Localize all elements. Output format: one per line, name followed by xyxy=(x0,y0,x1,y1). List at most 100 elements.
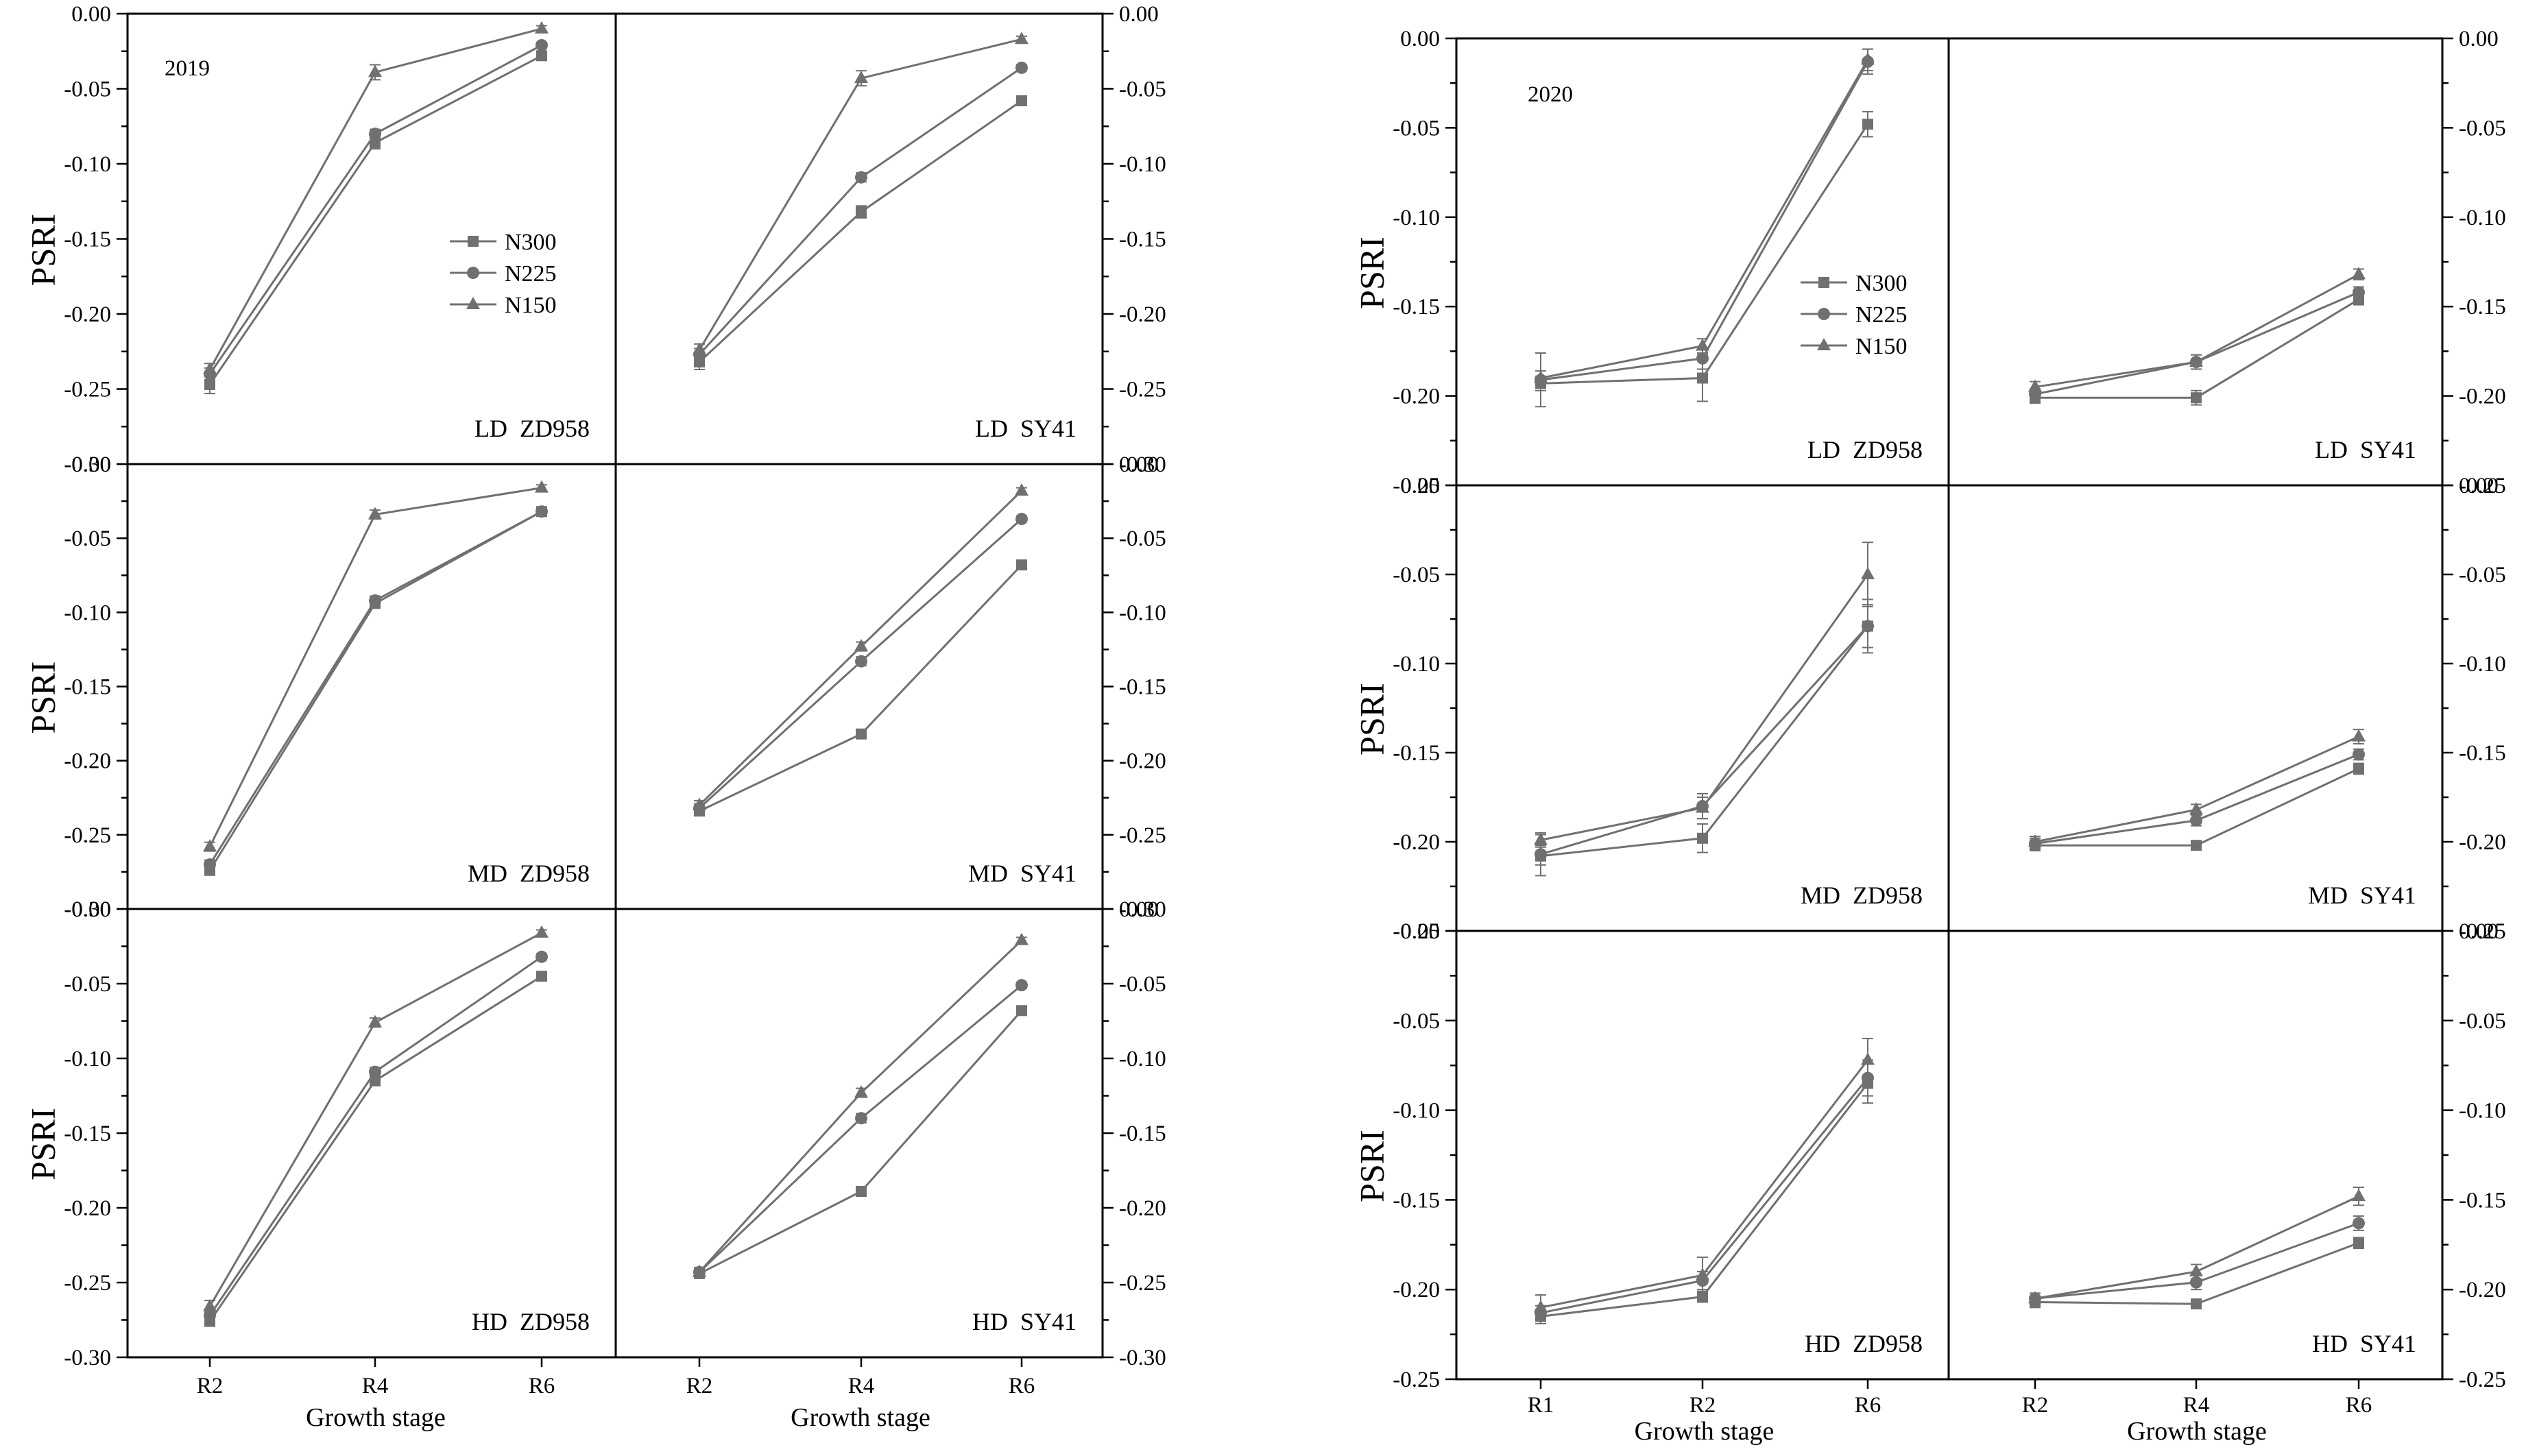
data-point xyxy=(536,971,547,982)
series-n300 xyxy=(2030,1237,2364,1310)
data-point xyxy=(1015,513,1028,526)
legend-marker xyxy=(466,297,480,309)
panel-ld-zd958: LD ZD958 xyxy=(1534,48,1923,463)
x-axis-label: Growth stage xyxy=(2127,1417,2267,1446)
y-tick-label: -0.10 xyxy=(1119,600,1166,625)
panel-hd-sy41: HD SY41 R2 R4 R6 Growth stage xyxy=(686,932,1076,1432)
x-tick-label: R6 xyxy=(1009,1374,1035,1398)
y-tick-label: -0.15 xyxy=(64,675,111,700)
y-tick-label: 0.00 xyxy=(1400,474,1440,498)
x-tick-label: R6 xyxy=(2346,1393,2372,1418)
y-axis-label: PSRI xyxy=(1352,1130,1391,1202)
series-n150 xyxy=(2028,1187,2366,1305)
panel-label: MD SY41 xyxy=(968,860,1076,887)
panel-label: MD SY41 xyxy=(2308,882,2416,909)
data-point xyxy=(856,728,867,740)
panel-label: HD ZD958 xyxy=(472,1308,590,1335)
data-point xyxy=(1861,567,1875,579)
panel-hd-zd958: HD ZD958 R1 R2 R6 Growth stage xyxy=(1528,1037,1923,1446)
data-point xyxy=(536,950,548,963)
data-point xyxy=(2352,1189,2366,1202)
x-tick-label: R1 xyxy=(1528,1393,1554,1418)
y-tick-label: 0.00 xyxy=(71,2,111,27)
panel-label: LD ZD958 xyxy=(1807,436,1923,463)
y-tick-label: -0.05 xyxy=(1393,563,1440,587)
y-tick-label: -0.05 xyxy=(1119,526,1166,551)
panel-md-sy41: MD SY41 xyxy=(2028,729,2416,909)
y-tick-label: -0.30 xyxy=(1119,897,1166,922)
y-tick-label: -0.15 xyxy=(1393,1188,1440,1213)
legend-label: N225 xyxy=(505,261,557,287)
series-n150 xyxy=(203,21,549,376)
data-point xyxy=(203,839,217,852)
y-tick-label: 0.00 xyxy=(2459,27,2499,51)
y-tick-label: -0.15 xyxy=(1119,675,1166,700)
panel-ld-zd958: LD ZD958 xyxy=(203,21,590,442)
series-n150 xyxy=(2028,267,2366,393)
y-tick-label: -0.15 xyxy=(64,228,111,252)
series-n225 xyxy=(204,38,548,381)
y-tick-label: 0.00 xyxy=(1119,2,1159,27)
series-n150 xyxy=(693,483,1029,811)
data-point xyxy=(1697,832,1708,844)
legend: N300 N225 N150 xyxy=(450,230,557,318)
y-axis-label: PSRI xyxy=(1352,236,1391,309)
data-point xyxy=(2353,763,2364,775)
panel-label: MD ZD958 xyxy=(1801,882,1923,909)
panel-md-zd958: MD ZD958 xyxy=(203,480,590,887)
panel-ld-sy41: LD SY41 xyxy=(2028,267,2416,463)
y-tick-label: -0.25 xyxy=(64,378,111,402)
data-point xyxy=(2190,814,2202,827)
series-n150 xyxy=(1534,1037,1875,1321)
legend-marker xyxy=(1817,338,1831,350)
series-n150 xyxy=(1534,48,1875,386)
x-tick-label: R2 xyxy=(686,1374,713,1398)
y-tick-label: -0.05 xyxy=(64,77,111,102)
data-point xyxy=(855,655,867,668)
y-tick-label: -0.10 xyxy=(1393,652,1440,677)
data-point xyxy=(368,64,382,77)
y-tick-label: -0.05 xyxy=(64,972,111,997)
y-tick-label: -0.20 xyxy=(2459,385,2506,409)
data-point xyxy=(1015,979,1028,992)
panel-md-zd958: MD ZD958 xyxy=(1534,542,1923,909)
series-line xyxy=(1540,59,1869,379)
data-point xyxy=(369,128,381,141)
series-line xyxy=(208,510,542,871)
y-tick-label: -0.30 xyxy=(1119,1346,1166,1370)
y-tick-label: -0.15 xyxy=(1119,228,1166,252)
data-point xyxy=(1016,559,1027,571)
data-point xyxy=(536,505,548,518)
y-tick-label: -0.20 xyxy=(1119,1196,1166,1221)
year-label: 2019 xyxy=(165,56,210,81)
x-tick-label: R2 xyxy=(197,1374,224,1398)
legend-label: N150 xyxy=(505,293,557,318)
y-tick-label: -0.20 xyxy=(64,1196,111,1221)
y-tick-label: -0.25 xyxy=(2459,1368,2506,1392)
y-tick-label: -0.20 xyxy=(1119,302,1166,327)
y-tick-label: -0.20 xyxy=(64,749,111,774)
figure-2020: 0.00 0.00 -0.05 -0.05 -0.10 -0.10 -0.15 -0.15 -0… xyxy=(1352,27,2505,1446)
y-tick-label: -0.05 xyxy=(2459,116,2506,141)
data-point xyxy=(1534,370,1548,383)
y-tick-label: -0.10 xyxy=(1119,1047,1166,1071)
series-line xyxy=(208,510,542,865)
data-point xyxy=(693,342,706,355)
x-tick-label: R2 xyxy=(2022,1393,2049,1418)
data-point xyxy=(535,925,549,938)
y-tick-label: -0.25 xyxy=(1119,823,1166,848)
data-point xyxy=(2353,748,2365,761)
data-point xyxy=(1015,61,1028,74)
year-label: 2020 xyxy=(1528,82,1573,107)
x-tick-label: R2 xyxy=(1689,1393,1716,1418)
data-point xyxy=(1015,483,1029,496)
y-tick-label: -0.10 xyxy=(64,1047,111,1071)
y-tick-label: -0.05 xyxy=(2459,563,2506,587)
legend-marker xyxy=(467,267,479,279)
data-point xyxy=(369,1065,381,1078)
panel-label: HD SY41 xyxy=(972,1308,1076,1335)
y-tick-label: -0.25 xyxy=(1119,378,1166,402)
y-tick-label: -0.25 xyxy=(2459,919,2506,944)
y-tick-label: 0.00 xyxy=(1119,452,1159,477)
data-point xyxy=(1697,372,1708,384)
